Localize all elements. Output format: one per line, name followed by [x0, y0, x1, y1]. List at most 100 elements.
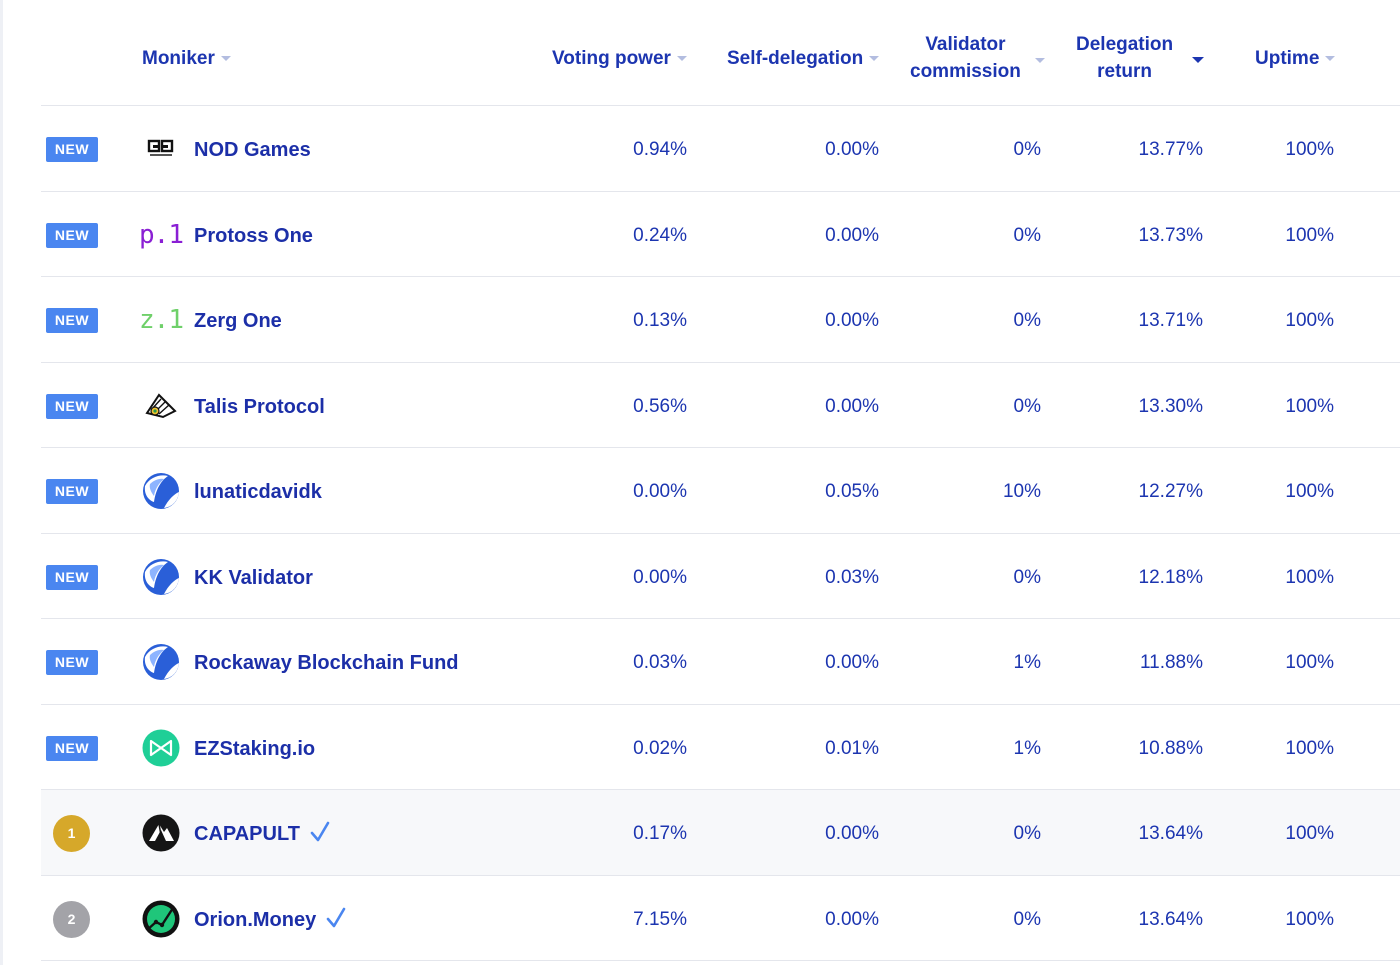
delegation-return-value: 10.88% [1138, 737, 1203, 759]
validators-table: Moniker Voting power Self-delegation Val… [41, 0, 1400, 961]
voting-power-value: 0.94% [633, 139, 687, 160]
new-badge: NEW [46, 735, 98, 761]
validator-name[interactable]: CAPAPULT [194, 821, 330, 850]
verified-check-icon [310, 821, 330, 850]
new-badge: NEW [46, 308, 98, 333]
column-header-label: Validator commission [910, 31, 1021, 85]
new-badge: NEW [46, 393, 98, 419]
sort-caret-icon [1034, 58, 1045, 63]
column-header-label: Moniker [142, 48, 215, 69]
uptime-value: 100% [1285, 652, 1334, 673]
table-row[interactable]: NEW KK Validator 0.00% 0.03% 0% 12.18% 1… [41, 534, 1400, 619]
column-header-validator-commission[interactable]: Validator commission [910, 31, 1045, 85]
voting-power-value: 0.00% [633, 481, 687, 502]
self-delegation-value: 0.03% [825, 566, 879, 588]
sort-caret-active-icon [1192, 57, 1205, 63]
table-row[interactable]: NEW Rockaway Blockchain Fund 0.03% 0.00%… [41, 619, 1400, 705]
commission-value: 10% [1002, 481, 1041, 502]
delegation-return-value: 12.27% [1138, 481, 1203, 502]
self-delegation-value: 0.05% [825, 481, 879, 502]
self-delegation-value: 0.00% [825, 395, 879, 417]
validator-name[interactable]: Talis Protocol [194, 395, 325, 418]
zerg-one-logo-text: z.1 [139, 305, 184, 335]
terra-default-logo-icon [141, 642, 181, 682]
table-row[interactable]: NEW p.1 Protoss One 0.24% 0.00% 0% 13.73… [41, 192, 1400, 277]
voting-power-value: 0.03% [633, 652, 687, 673]
orion-money-logo-icon [141, 899, 181, 939]
column-header-label: Voting power [552, 48, 671, 69]
commission-value: 0% [1013, 908, 1041, 930]
validator-name-text: CAPAPULT [194, 823, 300, 845]
commission-value: 1% [1013, 737, 1041, 759]
table-row[interactable]: NEW EZStaking.io 0.02% 0.01% 1% 10.88% 1… [41, 705, 1400, 790]
header-line: Delegation [1076, 34, 1174, 55]
column-header-moniker[interactable]: Moniker [142, 45, 231, 72]
table-row[interactable]: NEW NOD Games 0.94% 0.00% 0% 13.77% 100% [41, 106, 1400, 192]
column-header-uptime[interactable]: Uptime [1255, 45, 1336, 72]
validator-name[interactable]: Protoss One [194, 224, 313, 247]
validator-name[interactable]: Rockaway Blockchain Fund [194, 652, 459, 674]
sort-caret-icon [220, 56, 231, 62]
commission-value: 0% [1013, 395, 1041, 417]
validator-name[interactable]: lunaticdavidk [194, 481, 322, 503]
commission-value: 0% [1013, 823, 1041, 844]
table-header: Moniker Voting power Self-delegation Val… [41, 0, 1400, 106]
voting-power-value: 0.24% [633, 224, 687, 246]
protoss-one-logo-icon: p.1 [139, 215, 184, 255]
delegation-return-value: 13.64% [1138, 908, 1203, 930]
table-row[interactable]: NEW lunaticdavidk 0.00% 0.05% 10% 12.27%… [41, 448, 1400, 534]
verified-check-icon [326, 907, 346, 936]
voting-power-value: 0.13% [633, 310, 687, 331]
column-header-self-delegation[interactable]: Self-delegation [727, 45, 880, 72]
rank-badge-silver: 2 [53, 900, 90, 938]
voting-power-value: 0.17% [633, 823, 687, 844]
header-line: commission [910, 61, 1021, 82]
column-header-label: Self-delegation [727, 48, 864, 69]
table-row[interactable]: NEW Talis Protocol 0.56% 0.00% 0% 13.30%… [41, 363, 1400, 448]
delegation-return-value: 13.77% [1138, 139, 1203, 160]
new-badge: NEW [46, 650, 98, 675]
validator-name[interactable]: Zerg One [194, 310, 282, 332]
terra-default-logo-icon [141, 557, 181, 597]
delegation-return-value: 13.73% [1138, 224, 1203, 246]
rank-badge-gold: 1 [53, 815, 90, 852]
validator-name[interactable]: NOD Games [194, 139, 311, 161]
sort-caret-icon [676, 56, 687, 62]
self-delegation-value: 0.01% [825, 737, 879, 759]
delegation-return-value: 12.18% [1138, 566, 1203, 588]
column-header-label: Delegation return [1076, 31, 1173, 85]
self-delegation-value: 0.00% [825, 139, 879, 160]
uptime-value: 100% [1285, 139, 1334, 160]
delegation-return-value: 11.88% [1139, 652, 1203, 673]
header-line: Validator [925, 34, 1006, 55]
column-header-delegation-return[interactable]: Delegation return [1076, 31, 1205, 85]
validator-name[interactable]: KK Validator [194, 566, 313, 589]
uptime-value: 100% [1285, 566, 1334, 588]
uptime-value: 100% [1285, 823, 1334, 844]
voting-power-value: 7.15% [633, 908, 687, 930]
commission-value: 1% [1013, 652, 1041, 673]
ezstaking-logo-icon [141, 728, 181, 768]
commission-value: 0% [1013, 224, 1041, 246]
voting-power-value: 0.00% [633, 566, 687, 588]
delegation-return-value: 13.30% [1138, 395, 1203, 417]
validator-name[interactable]: EZStaking.io [194, 737, 316, 760]
self-delegation-value: 0.00% [825, 908, 879, 930]
self-delegation-value: 0.00% [825, 310, 879, 331]
table-row[interactable]: 1 CAPAPULT 0.17% 0.00% 0% 13.64% 100% [41, 790, 1400, 876]
zerg-one-logo-icon: z.1 [139, 300, 184, 340]
new-badge: NEW [46, 222, 98, 248]
self-delegation-value: 0.00% [825, 652, 879, 673]
validator-name[interactable]: Orion.Money [194, 907, 346, 936]
self-delegation-value: 0.00% [825, 823, 879, 844]
new-badge: NEW [46, 479, 98, 504]
column-header-label: Uptime [1255, 48, 1320, 69]
table-row[interactable]: NEW z.1 Zerg One 0.13% 0.00% 0% 13.71% 1… [41, 277, 1400, 363]
new-badge: NEW [46, 137, 98, 162]
sort-caret-icon [1325, 56, 1336, 62]
column-header-voting-power[interactable]: Voting power [552, 45, 687, 72]
table-row[interactable]: 2 Orion.Money 7.15% 0.00% 0% 13.64% 100% [41, 876, 1400, 961]
new-badge: NEW [46, 564, 98, 590]
uptime-value: 100% [1285, 908, 1334, 930]
uptime-value: 100% [1285, 737, 1334, 759]
